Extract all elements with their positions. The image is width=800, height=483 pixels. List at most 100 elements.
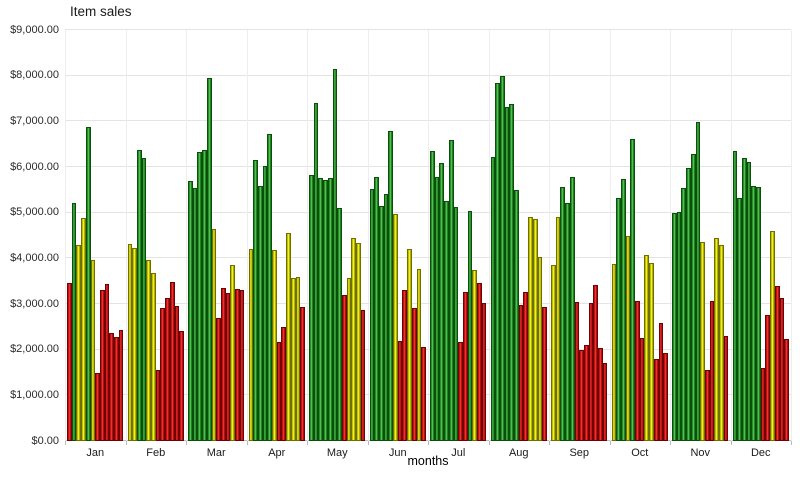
- y-tick-label: $0.00: [31, 434, 59, 447]
- bar: [225, 293, 231, 441]
- bar: [569, 177, 575, 441]
- y-tick-label: $4,000.00: [10, 251, 59, 264]
- bar: [262, 166, 268, 441]
- x-axis-tick: [125, 441, 127, 445]
- bar: [132, 248, 137, 441]
- bar: [351, 238, 357, 441]
- x-tick-label: May: [326, 447, 348, 459]
- gridline-v: [488, 30, 490, 441]
- gridline-v: [367, 30, 369, 441]
- x-axis-tick: [609, 441, 611, 445]
- x-axis-tick: [307, 441, 308, 445]
- bar: [695, 122, 701, 441]
- bar-group-aug: [489, 30, 550, 441]
- bar: [378, 206, 384, 441]
- bar-group-nov: [670, 30, 731, 441]
- bar: [574, 302, 580, 441]
- bar: [369, 189, 375, 441]
- bar-group-jul: [428, 30, 489, 441]
- bar: [481, 303, 487, 441]
- bar: [560, 187, 566, 441]
- bar: [402, 290, 408, 441]
- bar: [300, 307, 305, 441]
- bar: [593, 285, 599, 441]
- bar: [737, 198, 742, 441]
- bar: [598, 348, 603, 441]
- bar: [290, 277, 296, 441]
- gridline-v: [730, 30, 732, 441]
- bar: [165, 298, 170, 441]
- bar: [779, 298, 785, 441]
- bar: [472, 270, 478, 441]
- bar: [206, 77, 212, 441]
- gridline-v: [670, 30, 671, 441]
- bar: [114, 336, 119, 441]
- x-tick-label: Dec: [750, 447, 771, 459]
- bar: [85, 127, 91, 441]
- chart-title: Item sales: [70, 4, 132, 19]
- x-axis-tick: [488, 441, 490, 445]
- bar: [756, 187, 761, 441]
- bar-group-jan: [65, 30, 126, 441]
- bar: [76, 245, 82, 441]
- bar: [439, 162, 445, 441]
- bar: [723, 335, 729, 441]
- bar: [514, 190, 519, 441]
- bar: [151, 272, 156, 441]
- bar-group-may: [307, 30, 368, 441]
- bar: [81, 218, 86, 441]
- bar: [267, 134, 273, 441]
- bar: [732, 151, 738, 441]
- bar: [663, 352, 668, 441]
- x-tick-label: Jan: [86, 447, 105, 459]
- bar: [67, 283, 72, 441]
- bar: [453, 207, 459, 441]
- bar: [746, 161, 752, 441]
- x-tick-label: Mar: [206, 447, 226, 459]
- bar: [416, 269, 422, 441]
- bar: [462, 292, 468, 441]
- bar: [616, 198, 621, 441]
- bar: [383, 193, 389, 441]
- bar: [235, 288, 240, 441]
- bar: [434, 177, 440, 441]
- bar: [611, 264, 617, 441]
- x-axis-tick: [670, 441, 671, 445]
- bar: [700, 241, 705, 441]
- bar: [444, 201, 449, 441]
- bar: [477, 283, 482, 441]
- bar: [248, 249, 254, 441]
- bar: [327, 178, 333, 441]
- gridline-v: [428, 30, 429, 441]
- bar: [411, 308, 417, 441]
- bar: [658, 323, 664, 441]
- gridline-v: [246, 30, 248, 441]
- bar: [523, 292, 529, 441]
- bar-group-dec: [731, 30, 792, 441]
- bar: [407, 249, 412, 441]
- bar: [537, 256, 543, 441]
- bar: [95, 372, 100, 441]
- bar: [709, 301, 715, 441]
- bar: [393, 214, 398, 441]
- bar: [146, 260, 152, 441]
- y-tick-label: $5,000.00: [10, 206, 59, 219]
- gridline-v: [609, 30, 611, 441]
- gridline-v: [65, 30, 66, 441]
- gridline-v: [125, 30, 127, 441]
- bar: [770, 230, 775, 441]
- bar: [690, 154, 696, 441]
- x-axis-tick: [791, 441, 792, 445]
- bar: [388, 131, 394, 441]
- bar: [704, 370, 710, 441]
- bar: [644, 255, 650, 441]
- bar: [509, 103, 515, 441]
- bar: [784, 339, 789, 441]
- y-tick-label: $7,000.00: [10, 114, 59, 127]
- bar-group-oct: [610, 30, 671, 441]
- x-tick-label: Feb: [146, 447, 166, 459]
- bar: [211, 228, 217, 441]
- bar: [467, 211, 473, 441]
- gridline-v: [791, 30, 792, 441]
- bar: [71, 203, 77, 441]
